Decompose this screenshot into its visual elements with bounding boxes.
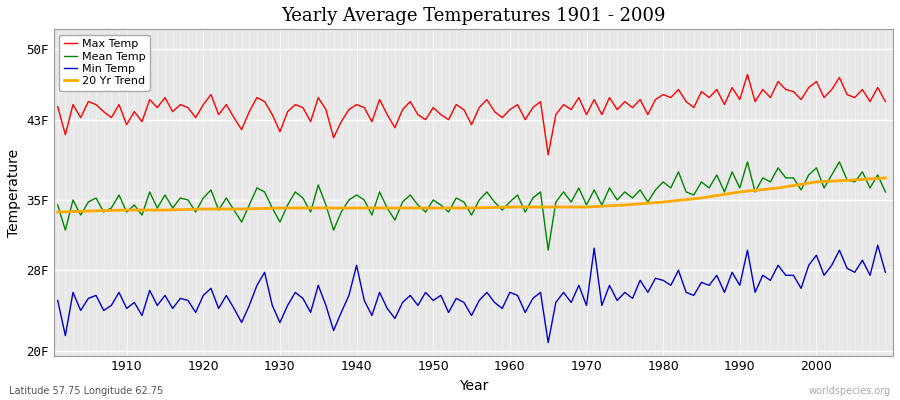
20 Yr Trend <box>198 207 209 212</box>
20 Yr Trend <box>236 207 247 212</box>
Min Temp <box>505 290 516 295</box>
Min Temp <box>283 303 293 308</box>
20 Yr Trend <box>83 209 94 214</box>
20 Yr Trend <box>505 205 516 210</box>
Max Temp <box>505 107 516 112</box>
20 Yr Trend <box>543 205 553 210</box>
20 Yr Trend <box>466 206 477 210</box>
Mean Temp <box>742 160 752 164</box>
Min Temp <box>543 340 553 345</box>
20 Yr Trend <box>619 203 630 208</box>
Max Temp <box>283 109 293 114</box>
Min Temp <box>880 270 891 275</box>
20 Yr Trend <box>773 186 784 190</box>
20 Yr Trend <box>313 206 324 210</box>
Title: Yearly Average Temperatures 1901 - 2009: Yearly Average Temperatures 1901 - 2009 <box>281 7 666 25</box>
Line: Min Temp: Min Temp <box>58 245 886 342</box>
Mean Temp <box>497 208 508 212</box>
Text: Latitude 57.75 Longitude 62.75: Latitude 57.75 Longitude 62.75 <box>9 386 163 396</box>
Min Temp <box>328 328 339 333</box>
Min Temp <box>604 283 615 288</box>
Mean Temp <box>880 190 891 194</box>
Line: Mean Temp: Mean Temp <box>58 162 886 250</box>
Max Temp <box>604 95 615 100</box>
20 Yr Trend <box>658 200 669 204</box>
20 Yr Trend <box>274 206 285 210</box>
Max Temp <box>742 72 752 77</box>
Mean Temp <box>52 203 63 208</box>
Mean Temp <box>113 192 124 197</box>
Legend: Max Temp, Mean Temp, Min Temp, 20 Yr Trend: Max Temp, Mean Temp, Min Temp, 20 Yr Tre… <box>59 35 149 91</box>
Max Temp <box>543 152 553 157</box>
20 Yr Trend <box>122 208 132 212</box>
Line: 20 Yr Trend: 20 Yr Trend <box>58 178 886 212</box>
20 Yr Trend <box>880 176 891 180</box>
Max Temp <box>113 102 124 107</box>
20 Yr Trend <box>581 205 592 210</box>
20 Yr Trend <box>850 178 860 182</box>
Y-axis label: Temperature: Temperature <box>7 148 21 236</box>
Line: Max Temp: Max Temp <box>58 74 886 155</box>
Mean Temp <box>328 228 339 232</box>
20 Yr Trend <box>159 208 170 212</box>
20 Yr Trend <box>811 180 822 184</box>
Max Temp <box>328 135 339 140</box>
Mean Temp <box>543 248 553 252</box>
Max Temp <box>497 115 508 120</box>
20 Yr Trend <box>390 206 400 210</box>
Max Temp <box>880 99 891 104</box>
20 Yr Trend <box>696 196 706 200</box>
Min Temp <box>113 290 124 295</box>
20 Yr Trend <box>52 210 63 214</box>
Min Temp <box>497 306 508 311</box>
Mean Temp <box>604 186 615 190</box>
Mean Temp <box>283 203 293 208</box>
Max Temp <box>52 104 63 109</box>
20 Yr Trend <box>428 206 438 210</box>
20 Yr Trend <box>734 190 745 194</box>
Text: worldspecies.org: worldspecies.org <box>809 386 891 396</box>
Mean Temp <box>505 200 516 204</box>
20 Yr Trend <box>351 206 362 210</box>
X-axis label: Year: Year <box>459 379 488 393</box>
Min Temp <box>872 243 883 248</box>
Min Temp <box>52 298 63 303</box>
